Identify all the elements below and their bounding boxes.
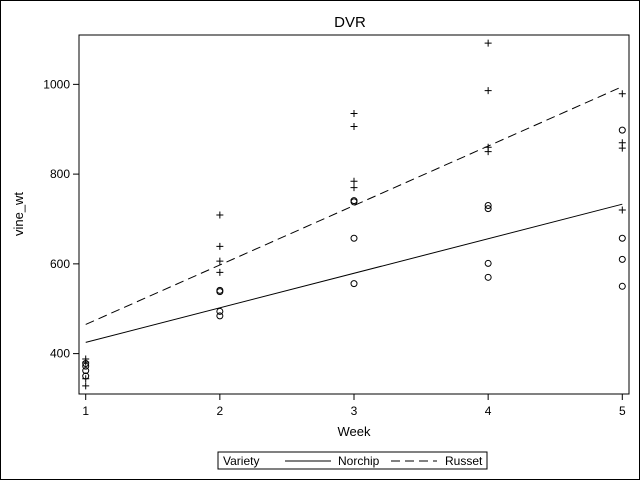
russet-point-5	[216, 257, 224, 265]
norchip-point-19	[618, 126, 626, 134]
norchip-point-17	[618, 255, 626, 263]
legend: Variety Norchip Russet	[217, 451, 488, 470]
y-axis-label: vine_wt	[11, 192, 26, 236]
russet-point-0	[82, 382, 90, 390]
russet-point-13	[484, 143, 492, 151]
y-tick-label-800: 800	[50, 167, 70, 181]
x-tick-label-2: 2	[217, 404, 224, 418]
russet-point-9	[350, 177, 358, 185]
norchip-point-13	[484, 259, 492, 267]
russet-fit-line	[85, 86, 623, 325]
russet-point-6	[216, 242, 224, 250]
x-axis-label: Week	[338, 424, 371, 439]
y-axis: 400 600 800 1000	[43, 77, 79, 361]
y-tick-label-400: 400	[50, 347, 70, 361]
fit-lines	[85, 86, 623, 343]
plot-area	[78, 34, 630, 395]
russet-point-19	[618, 90, 626, 98]
norchip-fit-line	[85, 203, 623, 343]
norchip-point-7	[216, 286, 224, 294]
russet-point-11	[350, 110, 358, 118]
legend-box	[217, 451, 488, 470]
norchip-point-11	[350, 197, 358, 205]
legend-russet-label: Russet	[445, 454, 483, 468]
norchip-point-16	[618, 282, 626, 290]
norchip-point-1	[82, 367, 90, 375]
russet-point-1	[82, 375, 90, 383]
russet-point-18	[618, 139, 626, 147]
norchip-point-4	[216, 312, 224, 320]
x-tick-label-3: 3	[351, 404, 358, 418]
norchip-point-18	[618, 234, 626, 242]
russet-point-8	[350, 184, 358, 192]
legend-norchip-label: Norchip	[338, 454, 380, 468]
norchip-point-12	[484, 273, 492, 281]
chart-title: DVR	[334, 14, 366, 31]
x-tick-label-1: 1	[82, 404, 89, 418]
russet-point-15	[484, 39, 492, 47]
norchip-point-9	[350, 234, 358, 242]
x-tick-label-5: 5	[619, 404, 626, 418]
norchip-point-8	[350, 280, 358, 288]
y-tick-label-600: 600	[50, 257, 70, 271]
y-tick-label-1000: 1000	[43, 77, 70, 91]
norchip-point-5	[216, 307, 224, 315]
legend-title: Variety	[223, 454, 259, 468]
russet-point-7	[216, 211, 224, 219]
russet-point-4	[216, 268, 224, 276]
x-axis: 1 2 3 4 5	[82, 394, 626, 418]
russet-point-3	[82, 355, 90, 363]
russet-point-16	[618, 206, 626, 214]
data-points	[82, 39, 626, 390]
x-tick-label-4: 4	[485, 404, 492, 418]
norchip-point-14	[484, 205, 492, 213]
russet-point-10	[350, 123, 358, 131]
norchip-point-15	[484, 202, 492, 210]
russet-point-14	[484, 87, 492, 95]
